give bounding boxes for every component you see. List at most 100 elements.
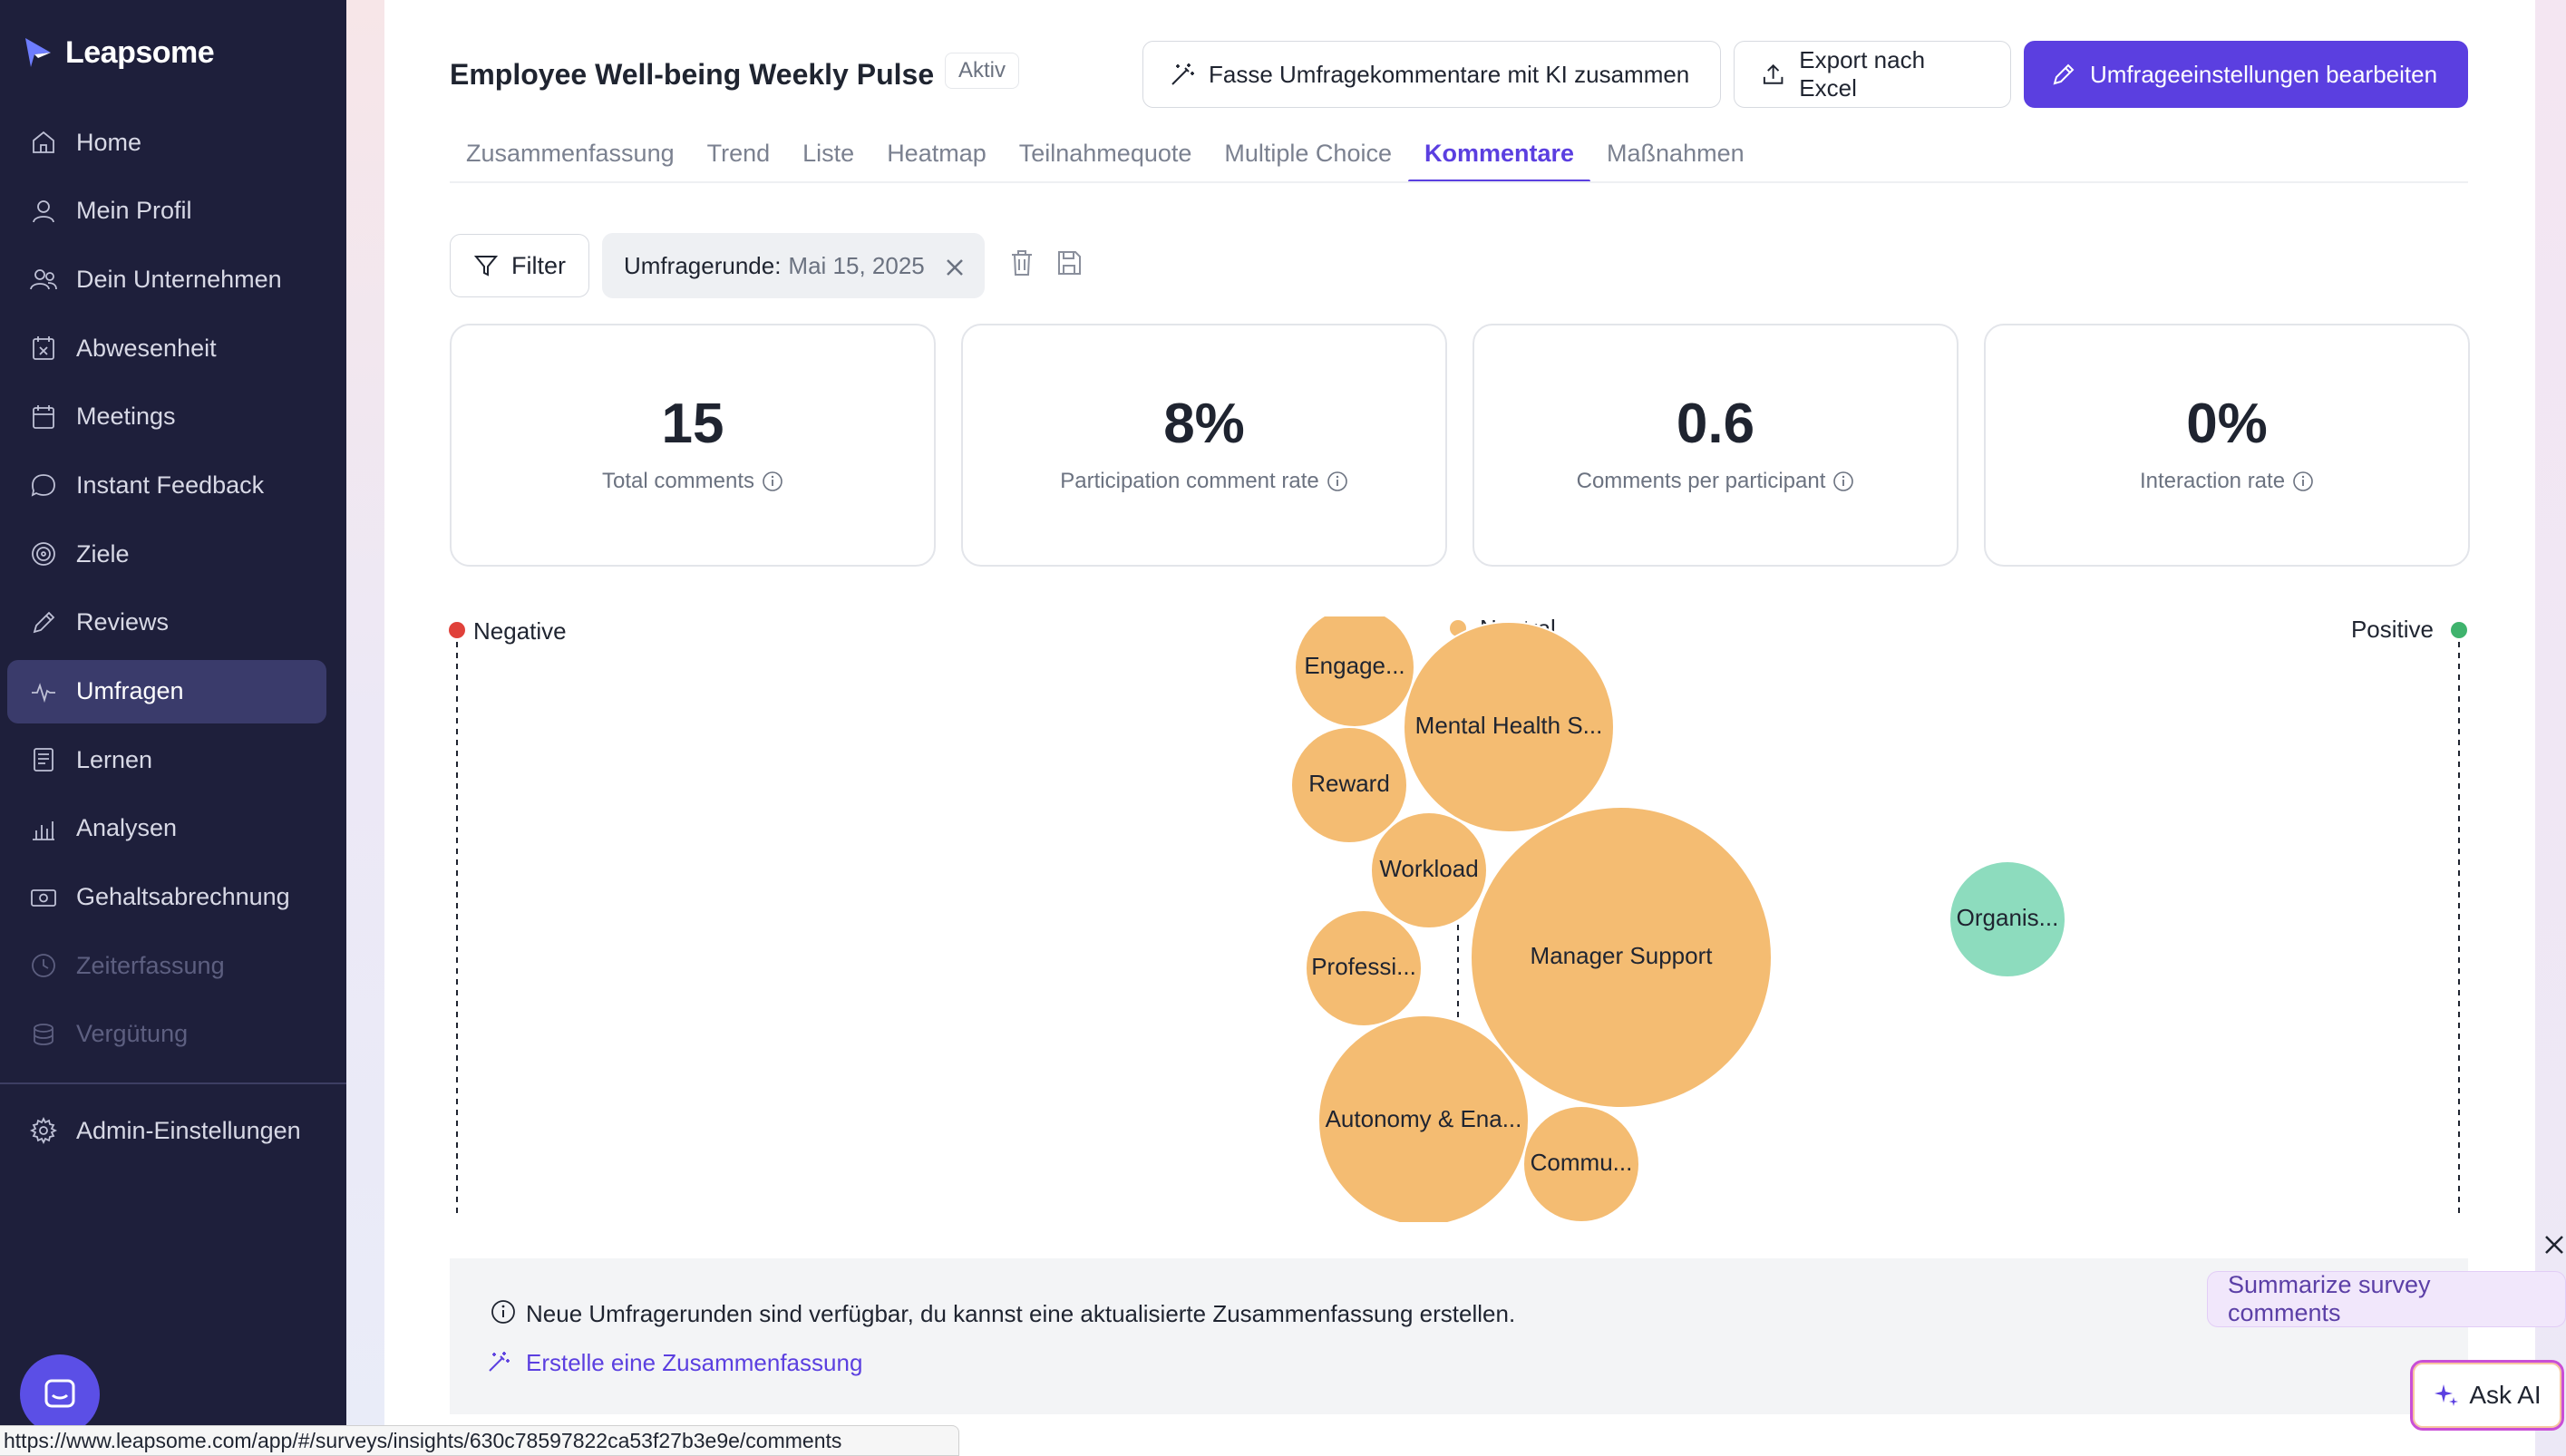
chat-launcher-button[interactable] [20,1354,100,1434]
info-icon[interactable] [1832,471,1854,492]
topic-bubble[interactable]: Reward [1290,726,1408,844]
create-summary-link[interactable]: Erstelle eine Zusammenfassung [489,1349,862,1377]
pencil-icon [2053,63,2075,85]
topic-bubble-circle[interactable] [1470,806,1773,1109]
tab-kommentare[interactable]: Kommentare [1407,123,1591,183]
metric-label: Total comments [601,469,755,493]
sidebar-item-home[interactable]: Home [7,111,326,174]
metric-value: 0.6 [1676,393,1755,455]
edit-survey-settings-button[interactable]: Umfrageeinstellungen bearbeiten [2024,41,2468,108]
sidebar-admin-section: Admin-Einstellungen [7,1099,326,1168]
topic-bubble-circle[interactable] [1305,909,1423,1027]
sidebar-item-ziele[interactable]: Ziele [7,522,326,586]
topic-bubble[interactable]: Autonomy & Ena... [1317,1014,1530,1226]
topic-bubble[interactable]: Workload [1370,811,1488,929]
summarize-survey-comments-suggestion[interactable]: Summarize survey comments [2207,1271,2566,1327]
clock-icon [29,951,58,980]
sidebar-item-reviews[interactable]: Reviews [7,591,326,655]
topic-bubble[interactable]: Professi... [1305,909,1423,1027]
chip-value: Mai 15, 2025 [788,251,925,279]
info-icon[interactable] [762,471,783,492]
topic-bubble[interactable]: Manager Support [1470,806,1773,1109]
metric-label: Participation comment rate [1060,469,1319,493]
negative-axis-label: Negative [473,617,567,645]
sidebar-item-lernen[interactable]: Lernen [7,728,326,791]
topic-bubble[interactable]: Mental Health S... [1403,621,1615,833]
topic-bubble-circle[interactable] [1949,860,2066,978]
tab-teilnahmequote[interactable]: Teilnahmequote [1018,139,1192,167]
topic-bubble-circle[interactable] [1403,621,1615,833]
sidebar-item-instant-feedback[interactable]: Instant Feedback [7,453,326,517]
topic-bubble-circle[interactable] [1522,1105,1640,1222]
close-suggestion-button[interactable] [2544,1235,2564,1255]
sidebar-item-label: Instant Feedback [76,471,265,499]
sidebar-item-admin-einstellungen[interactable]: Admin-Einstellungen [7,1099,326,1162]
sidebar-item-label: Home [76,128,142,156]
metric-card-comments-per-participant: 0.6 Comments per participant [1473,324,1959,567]
sidebar-item-label: Reviews [76,608,170,636]
tab-multiple-choice[interactable]: Multiple Choice [1224,139,1392,167]
remove-filter-button[interactable] [945,256,965,276]
topic-bubble[interactable]: Engage... [1294,607,1415,728]
tab-trend[interactable]: Trend [706,139,771,167]
survey-round-filter-chip[interactable]: Umfragerunde: Mai 15, 2025 [602,233,985,298]
topic-bubble-label: Professi... [1311,953,1416,980]
leapsome-logo-icon [25,38,51,67]
info-icon[interactable] [2292,471,2314,492]
metric-value: 15 [661,393,724,455]
tab-massnahmen[interactable]: Maßnahmen [1607,139,1745,167]
logo[interactable]: Leapsome [24,34,215,71]
user-icon [29,197,58,226]
topic-bubble-label: Engage... [1304,652,1404,679]
sidebar-item-gehaltsabrechnung[interactable]: Gehaltsabrechnung [7,866,326,929]
sidebar-item-label: Vergütung [76,1020,189,1048]
sidebar-item-label: Mein Profil [76,197,192,225]
export-excel-button[interactable]: Export nach Excel [1734,41,2011,108]
sidebar-item-verguetung[interactable]: Vergütung [7,1003,326,1066]
close-icon [946,259,963,276]
sidebar-item-abwesenheit[interactable]: Abwesenheit [7,316,326,380]
edit-button-label: Umfrageeinstellungen bearbeiten [2090,60,2438,88]
delete-filter-button[interactable] [1008,248,1037,279]
page-title: Employee Well-being Weekly Pulse [450,58,935,91]
save-filter-button[interactable] [1055,248,1084,279]
sidebar-item-mein-profil[interactable]: Mein Profil [7,180,326,243]
topic-bubble-label: Manager Support [1531,942,1714,969]
pulse-icon [29,677,58,706]
upload-icon [1763,63,1784,84]
tab-liste[interactable]: Liste [802,139,855,167]
filter-button[interactable]: Filter [450,234,589,297]
chat-bubble-icon [29,471,58,500]
sidebar-item-meetings[interactable]: Meetings [7,385,326,449]
sidebar-item-dein-unternehmen[interactable]: Dein Unternehmen [7,248,326,311]
topic-bubble[interactable]: Organis... [1949,860,2066,978]
calendar-x-icon [29,334,58,363]
tab-zusammenfassung[interactable]: Zusammenfassung [466,139,675,167]
left-gradient-strip [346,0,384,1456]
update-summary-banner: Neue Umfragerunden sind verfügbar, du ka… [450,1258,2468,1414]
logo-text: Leapsome [65,34,215,70]
sidebar-item-label: Admin-Einstellungen [76,1116,301,1144]
chat-icon [44,1379,75,1408]
sidebar-item-umfragen[interactable]: Umfragen [7,659,326,723]
money-icon [29,883,58,912]
topic-bubble-circle[interactable] [1290,726,1408,844]
bar-chart-icon [29,814,58,843]
summarize-with-ai-button[interactable]: Fasse Umfragekommentare mit KI zusammen [1142,41,1721,108]
tab-heatmap[interactable]: Heatmap [887,139,987,167]
filter-button-label: Filter [511,251,566,279]
sparkle-icon [2435,1384,2459,1406]
positive-marker [2451,622,2467,638]
sidebar-item-zeiterfassung[interactable]: Zeiterfassung [7,934,326,997]
topic-bubble[interactable]: Commu... [1522,1105,1640,1222]
topic-bubble-label: Mental Health S... [1415,712,1603,739]
banner-message: Neue Umfragerunden sind verfügbar, du ka… [526,1300,1516,1327]
topic-bubble-circle[interactable] [1370,811,1488,929]
topic-bubble-circle[interactable] [1317,1014,1530,1226]
ask-ai-button[interactable]: Ask AI [2410,1360,2564,1431]
sidebar-item-analysen[interactable]: Analysen [7,797,326,860]
right-gradient-strip [2535,0,2566,1456]
info-icon[interactable] [1327,471,1348,492]
calendar-icon [29,403,58,432]
